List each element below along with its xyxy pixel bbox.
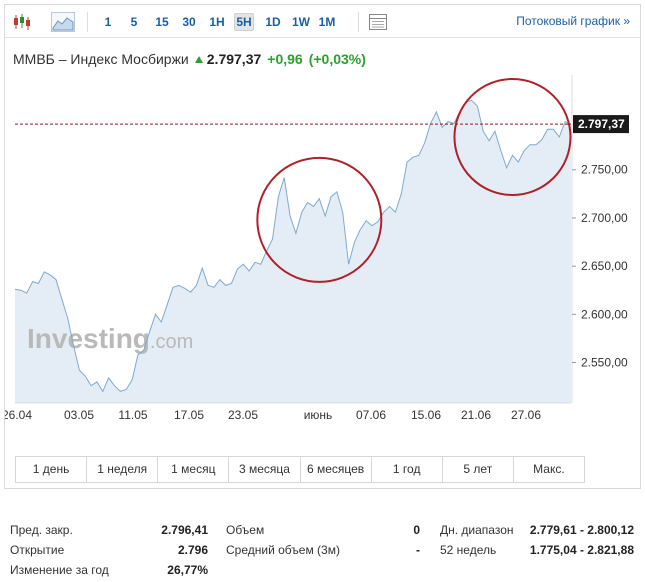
- interval-button-1d[interactable]: 1D: [265, 15, 281, 29]
- stat-row: Дн. диапазон 2.779,61 - 2.800,12: [440, 521, 634, 539]
- interval-button-15[interactable]: 15: [155, 15, 169, 29]
- x-tick-label: 07.06: [356, 408, 386, 422]
- stat-label: Пред. закр.: [10, 523, 73, 537]
- stat-label: Дн. диапазон: [440, 523, 514, 537]
- x-tick-label: июнь: [304, 408, 333, 422]
- period-button-5[interactable]: 1 год: [372, 457, 443, 482]
- stat-value: 2.779,61 - 2.800,12: [529, 523, 634, 537]
- toolbar-divider: [358, 12, 359, 32]
- price-change-percent: (+0,03%): [308, 51, 366, 67]
- stat-row: 52 недель 1.775,04 - 2.821,88: [440, 541, 634, 559]
- chart-widget: 1 5 15 30 1H 5H 1D 1W 1M Потоковый график » ММВБ…: [4, 4, 641, 489]
- interval-button-1[interactable]: 1: [104, 15, 112, 29]
- y-tick-label: 2.650,00: [581, 259, 628, 273]
- stat-row: Объем 0: [226, 521, 420, 539]
- stat-row: Открытие 2.796: [10, 541, 208, 559]
- period-button-2[interactable]: 1 месяц: [158, 457, 230, 482]
- interval-button-1m[interactable]: 1M: [318, 15, 336, 29]
- instrument-name: ММВБ – Индекс Мосбиржи: [13, 51, 189, 67]
- x-tick-label: 27.06: [511, 408, 541, 422]
- stat-row: Пред. закр. 2.796,41: [10, 521, 208, 539]
- stat-label: Средний объем (3м): [226, 543, 340, 557]
- period-button-4[interactable]: 6 месяцев: [301, 457, 372, 482]
- period-selector: 1 день 1 неделя 1 месяц 3 месяца 6 месяцев 1 …: [15, 456, 585, 483]
- interval-button-1w[interactable]: 1W: [292, 15, 310, 29]
- last-price-label: 2.797,37: [578, 117, 625, 131]
- period-button-3[interactable]: 3 месяца: [229, 457, 301, 482]
- interval-button-1h[interactable]: 1H: [209, 15, 225, 29]
- interval-button-30[interactable]: 30: [182, 15, 196, 29]
- stat-value: 0: [413, 523, 420, 537]
- x-tick-label: 23.05: [228, 408, 258, 422]
- stat-label: 52 недель: [440, 543, 497, 557]
- period-button-0[interactable]: 1 день: [16, 457, 88, 482]
- price-area: [15, 100, 571, 404]
- period-button-6[interactable]: 5 лет: [443, 457, 514, 482]
- candlestick-icon[interactable]: [11, 12, 33, 32]
- interval-button-5[interactable]: 5: [130, 15, 138, 29]
- up-arrow-icon: [194, 56, 203, 63]
- stat-value: 2.796,41: [161, 523, 208, 537]
- toolbar-divider: [87, 12, 88, 32]
- x-tick-label: 21.06: [461, 408, 491, 422]
- x-tick-label: 03.05: [64, 408, 94, 422]
- stat-label: Изменение за год: [10, 563, 109, 577]
- table-view-icon[interactable]: [367, 12, 389, 32]
- y-tick-label: 2.600,00: [581, 307, 628, 321]
- watermark-logo: Investing.com: [27, 323, 193, 354]
- stream-chart-link[interactable]: Потоковый график »: [516, 14, 630, 28]
- annotation-circle: [256, 156, 383, 283]
- x-tick-label: 26.04: [5, 408, 32, 422]
- y-tick-label: 2.700,00: [581, 211, 628, 225]
- annotation-circle: [453, 77, 572, 196]
- stat-value: -: [416, 543, 420, 557]
- price-chart[interactable]: Investing.com 2.550,00 2.600,00 2.650,00 2.7…: [5, 5, 640, 445]
- period-button-1[interactable]: 1 неделя: [87, 457, 159, 482]
- stat-value: 2.796: [177, 543, 208, 557]
- instrument-header: ММВБ – Индекс Мосбиржи 2.797,37 +0,96 (+0,0…: [13, 51, 366, 67]
- stat-row: Изменение за год 26,77%: [10, 561, 208, 579]
- chart-toolbar: 1 5 15 30 1H 5H 1D 1W 1M Потоковый график »: [5, 5, 640, 38]
- interval-button-5h[interactable]: 5H: [234, 13, 254, 31]
- stat-value: 26,77%: [167, 563, 208, 577]
- stat-label: Объем: [226, 523, 265, 537]
- stat-row: Средний объем (3м) -: [226, 541, 420, 559]
- y-tick-label: 2.750,00: [581, 163, 628, 177]
- x-tick-label: 17.05: [174, 408, 204, 422]
- period-button-7[interactable]: Макс.: [533, 462, 565, 476]
- instrument-price: 2.797,37: [206, 51, 262, 67]
- stat-value: 1.775,04 - 2.821,88: [529, 543, 634, 557]
- x-tick-label: 15.06: [411, 408, 441, 422]
- y-tick-label: 2.550,00: [581, 356, 628, 370]
- stat-label: Открытие: [10, 543, 65, 557]
- price-line: [14, 99, 572, 393]
- area-chart-icon[interactable]: [51, 12, 75, 32]
- price-change: +0,96: [267, 51, 303, 67]
- x-tick-label: 11.05: [118, 408, 147, 422]
- last-price-badge: [573, 115, 629, 134]
